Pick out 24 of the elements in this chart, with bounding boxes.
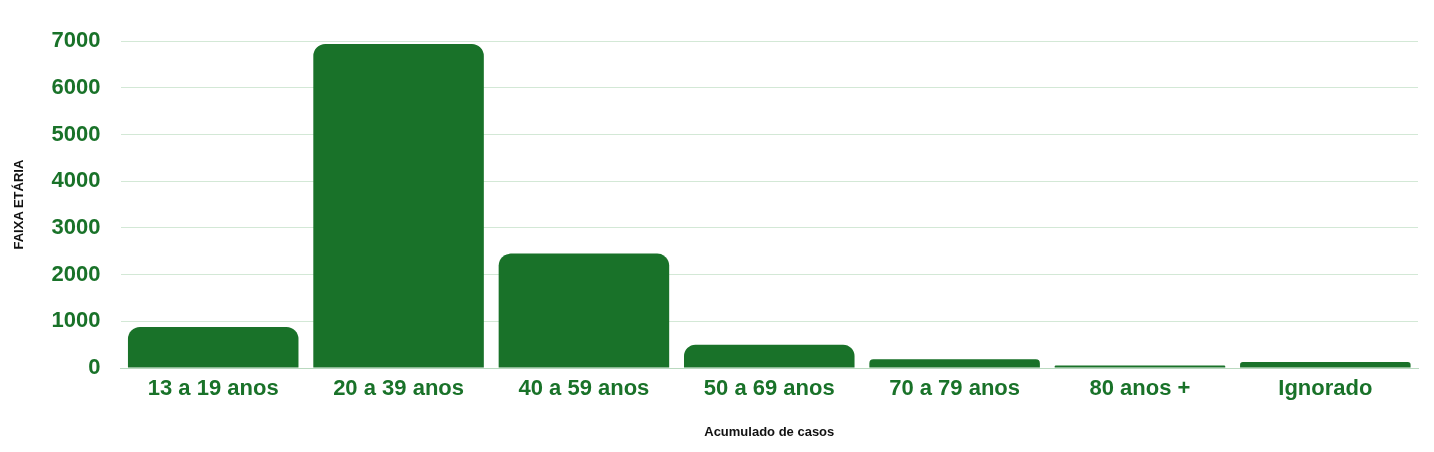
bar bbox=[1240, 361, 1411, 368]
y-tick-label: 0 bbox=[88, 354, 101, 380]
y-tick-label: 7000 bbox=[51, 27, 101, 53]
x-tick-label: 50 a 69 anos bbox=[703, 375, 835, 401]
x-tick-label: 20 a 39 anos bbox=[333, 375, 465, 401]
x-tick-label: 40 a 59 anos bbox=[518, 375, 650, 401]
bar bbox=[684, 344, 855, 368]
x-tick-label: 80 anos + bbox=[1089, 375, 1191, 401]
bar bbox=[127, 326, 299, 368]
y-tick-label: 4000 bbox=[51, 167, 101, 193]
y-tick-label: 2000 bbox=[51, 260, 101, 286]
y-tick-label: 6000 bbox=[51, 73, 101, 99]
x-tick-label: 13 a 19 anos bbox=[147, 375, 279, 401]
bar bbox=[1054, 365, 1226, 368]
x-tick-label: 70 a 79 anos bbox=[889, 375, 1021, 401]
bar bbox=[869, 359, 1040, 368]
y-axis-title: FAIXA ETÁRIA bbox=[11, 159, 27, 250]
x-tick-label: Ignorado bbox=[1278, 375, 1373, 401]
y-tick-label: 3000 bbox=[51, 214, 101, 240]
bar bbox=[313, 44, 484, 368]
bar bbox=[498, 253, 670, 368]
y-tick-label: 1000 bbox=[51, 307, 101, 333]
x-axis-title: Acumulado de casos bbox=[704, 423, 835, 439]
y-tick-label: 5000 bbox=[51, 120, 101, 146]
